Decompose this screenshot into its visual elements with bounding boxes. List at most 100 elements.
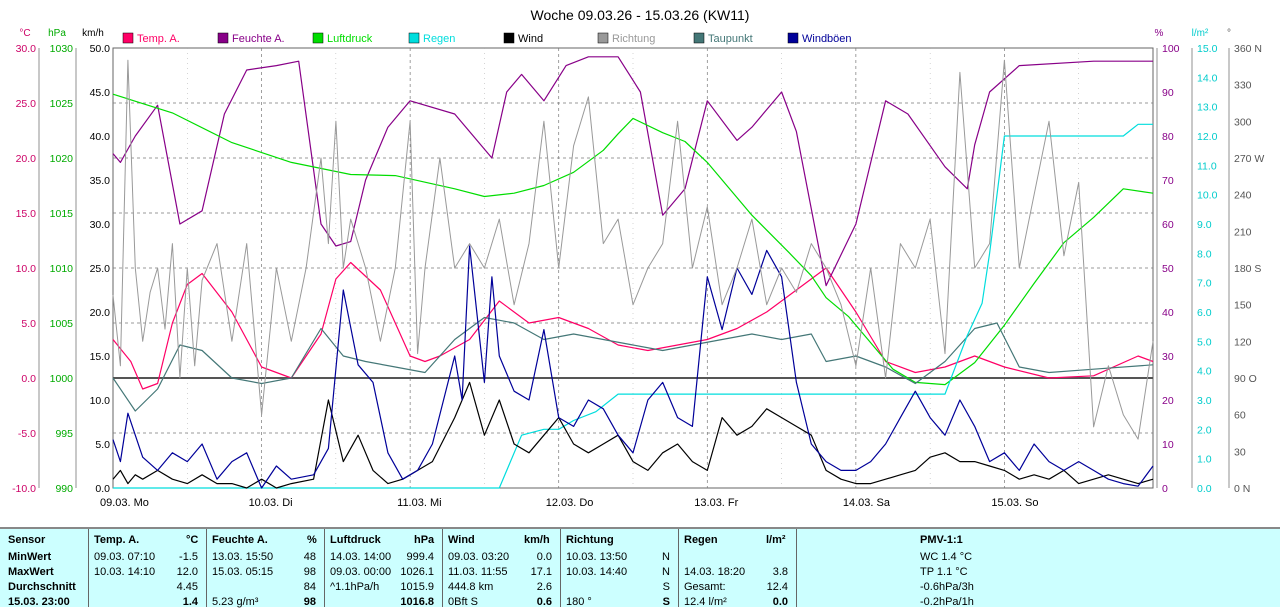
col-header-direction: Richtung <box>566 534 614 546</box>
stat-wind_v-1: 17.1 <box>530 566 552 578</box>
stat-rain_v-1: 3.8 <box>772 566 788 578</box>
stat-pres_t-0: 14.03. 14:00 <box>330 551 392 563</box>
col-header-rain: Regen <box>684 534 718 546</box>
tick-humidity_pct-4: 60 <box>1162 219 1174 231</box>
x-tick-4: 13.03. Fr <box>694 497 738 509</box>
stat-rain_t-1: 14.03. 18:20 <box>684 566 746 578</box>
tick-wind_kmh-7: 15.0 <box>90 351 111 363</box>
stat-hum_t-1: 15.03. 05:15 <box>212 566 274 578</box>
tick-humidity_pct-7: 30 <box>1162 351 1174 363</box>
tick-rain_lm2-11: 4.0 <box>1197 366 1212 378</box>
tick-pressure_hpa-0: 1030 <box>50 43 74 55</box>
weather-week-chart: Woche 09.03.26 - 15.03.26 (KW11) Temp. A… <box>12 7 1264 509</box>
col-header-pmv: PMV-1:1 <box>920 534 963 546</box>
stat-dir_t-0: 10.03. 13:50 <box>566 551 628 563</box>
stat-temp_t-1: 10.03. 14:10 <box>94 566 156 578</box>
stat-pmv-1: TP 1.1 °C <box>920 566 968 578</box>
legend-label-6: Taupunkt <box>708 33 753 45</box>
legend-swatch-2 <box>312 32 324 44</box>
col-header-wind: Wind <box>448 534 475 546</box>
tick-temp_c-0: 30.0 <box>16 43 37 55</box>
axis-unit-pressure_hpa: hPa <box>48 28 66 39</box>
tick-temp_c-3: 15.0 <box>16 208 37 220</box>
stat-wind_t-1: 11.03. 11:55 <box>448 566 508 578</box>
col-header-temp-unit: °C <box>186 534 199 546</box>
stat-pres_t-1: 09.03. 00:00 <box>330 566 392 578</box>
stat-pres_v-0: 999.4 <box>406 551 434 563</box>
series-direction <box>112 59 1154 440</box>
tick-humidity_pct-8: 20 <box>1162 395 1174 407</box>
stat-rain_t-3: 12.4 l/m² <box>684 596 727 608</box>
col-header-sensor: Sensor <box>8 534 46 546</box>
stat-dir_v-2: S <box>662 581 670 593</box>
tick-direction_deg-9: 90 O <box>1234 373 1257 385</box>
legend-label-1: Feuchte A. <box>232 33 285 45</box>
tick-rain_lm2-0: 15.0 <box>1197 43 1218 55</box>
tick-pressure_hpa-6: 1000 <box>50 373 74 385</box>
stat-hum_v-2: 84 <box>303 581 316 593</box>
axis-unit-rain_lm2: l/m² <box>1192 28 1209 39</box>
tick-temp_c-8: -10.0 <box>12 483 36 495</box>
tick-rain_lm2-5: 10.0 <box>1197 190 1218 202</box>
legend-swatch-0 <box>122 32 134 44</box>
tick-wind_kmh-8: 10.0 <box>90 395 111 407</box>
tick-temp_c-7: -5.0 <box>18 428 36 440</box>
tick-rain_lm2-2: 13.0 <box>1197 102 1218 114</box>
stat-wind_v-0: 0.0 <box>536 551 552 563</box>
stat-pres_v-1: 1026.1 <box>400 566 434 578</box>
tick-wind_kmh-2: 40.0 <box>90 131 111 143</box>
stat-temp_v-1: 12.0 <box>176 566 198 578</box>
stat-rain_t-2: Gesamt: <box>684 581 726 593</box>
statistics-table: Sensor Temp. A. °C Feuchte A. % Luftdruc… <box>0 527 1280 608</box>
legend-label-7: Windböen <box>802 33 852 45</box>
series-gusts <box>112 245 1154 489</box>
tick-rain_lm2-4: 11.0 <box>1197 160 1217 172</box>
col-header-pressure: Luftdruck <box>330 534 381 546</box>
tick-rain_lm2-6: 9.0 <box>1197 219 1212 231</box>
tick-direction_deg-3: 270 W <box>1234 153 1264 165</box>
x-tick-2: 11.03. Mi <box>397 497 441 509</box>
x-tick-6: 15.03. So <box>991 497 1038 509</box>
tick-rain_lm2-14: 1.0 <box>1197 454 1212 466</box>
axis-unit-labels: °C hPa km/h% l/m² ° <box>19 28 1231 39</box>
series-pressure <box>112 93 1154 386</box>
tick-temp_c-5: 5.0 <box>21 318 36 330</box>
tick-humidity_pct-1: 90 <box>1162 87 1174 99</box>
stat-dir_v-1: N <box>662 566 670 578</box>
tick-direction_deg-5: 210 <box>1234 226 1252 238</box>
tick-wind_kmh-4: 30.0 <box>90 219 111 231</box>
stat-hum_v-0: 48 <box>303 551 316 563</box>
stat-pmv-0: WC 1.4 °C <box>920 551 973 563</box>
col-header-temp: Temp. A. <box>94 534 140 546</box>
tick-direction_deg-4: 240 <box>1234 190 1252 202</box>
tick-pressure_hpa-2: 1020 <box>50 153 74 165</box>
series-temperature <box>112 261 1154 390</box>
stat-hum_v-1: 98 <box>303 566 316 578</box>
axis-unit-humidity_pct: % <box>1155 28 1164 39</box>
tick-rain_lm2-15: 0.0 <box>1197 483 1212 495</box>
tick-rain_lm2-7: 8.0 <box>1197 248 1212 260</box>
tick-pressure_hpa-4: 1010 <box>50 263 74 275</box>
tick-pressure_hpa-5: 1005 <box>50 318 74 330</box>
legend-label-2: Luftdruck <box>327 33 373 45</box>
stat-hum_v-3: 98 <box>303 596 316 608</box>
x-tick-3: 12.03. Do <box>546 497 594 509</box>
x-axis-ticks: 09.03. Mo 10.03. Di 11.03. Mi 12.03. Do 13.0… <box>100 497 1039 509</box>
tick-rain_lm2-13: 2.0 <box>1197 424 1212 436</box>
tick-wind_kmh-3: 35.0 <box>90 175 111 187</box>
col-header-humidity: Feuchte A. <box>212 534 268 546</box>
col-header-rain-unit: l/m² <box>766 534 786 546</box>
stat-label-1: MaxWert <box>8 566 54 578</box>
axis-unit-wind_kmh: km/h <box>82 28 104 39</box>
col-header-pressure-unit: hPa <box>414 534 435 546</box>
stat-label-2: Durchschnitt <box>8 581 76 593</box>
tick-humidity_pct-10: 0 <box>1162 483 1168 495</box>
tick-direction_deg-11: 30 <box>1234 446 1246 458</box>
axis-unit-direction_deg: ° <box>1227 28 1231 39</box>
stat-label-0: MinWert <box>8 551 52 563</box>
tick-rain_lm2-9: 6.0 <box>1197 307 1212 319</box>
tick-direction_deg-0: 360 N <box>1234 43 1262 55</box>
tick-rain_lm2-8: 7.0 <box>1197 278 1212 290</box>
stat-pmv-3: -0.2hPa/1h <box>920 596 974 608</box>
legend-swatch-1 <box>217 32 229 44</box>
